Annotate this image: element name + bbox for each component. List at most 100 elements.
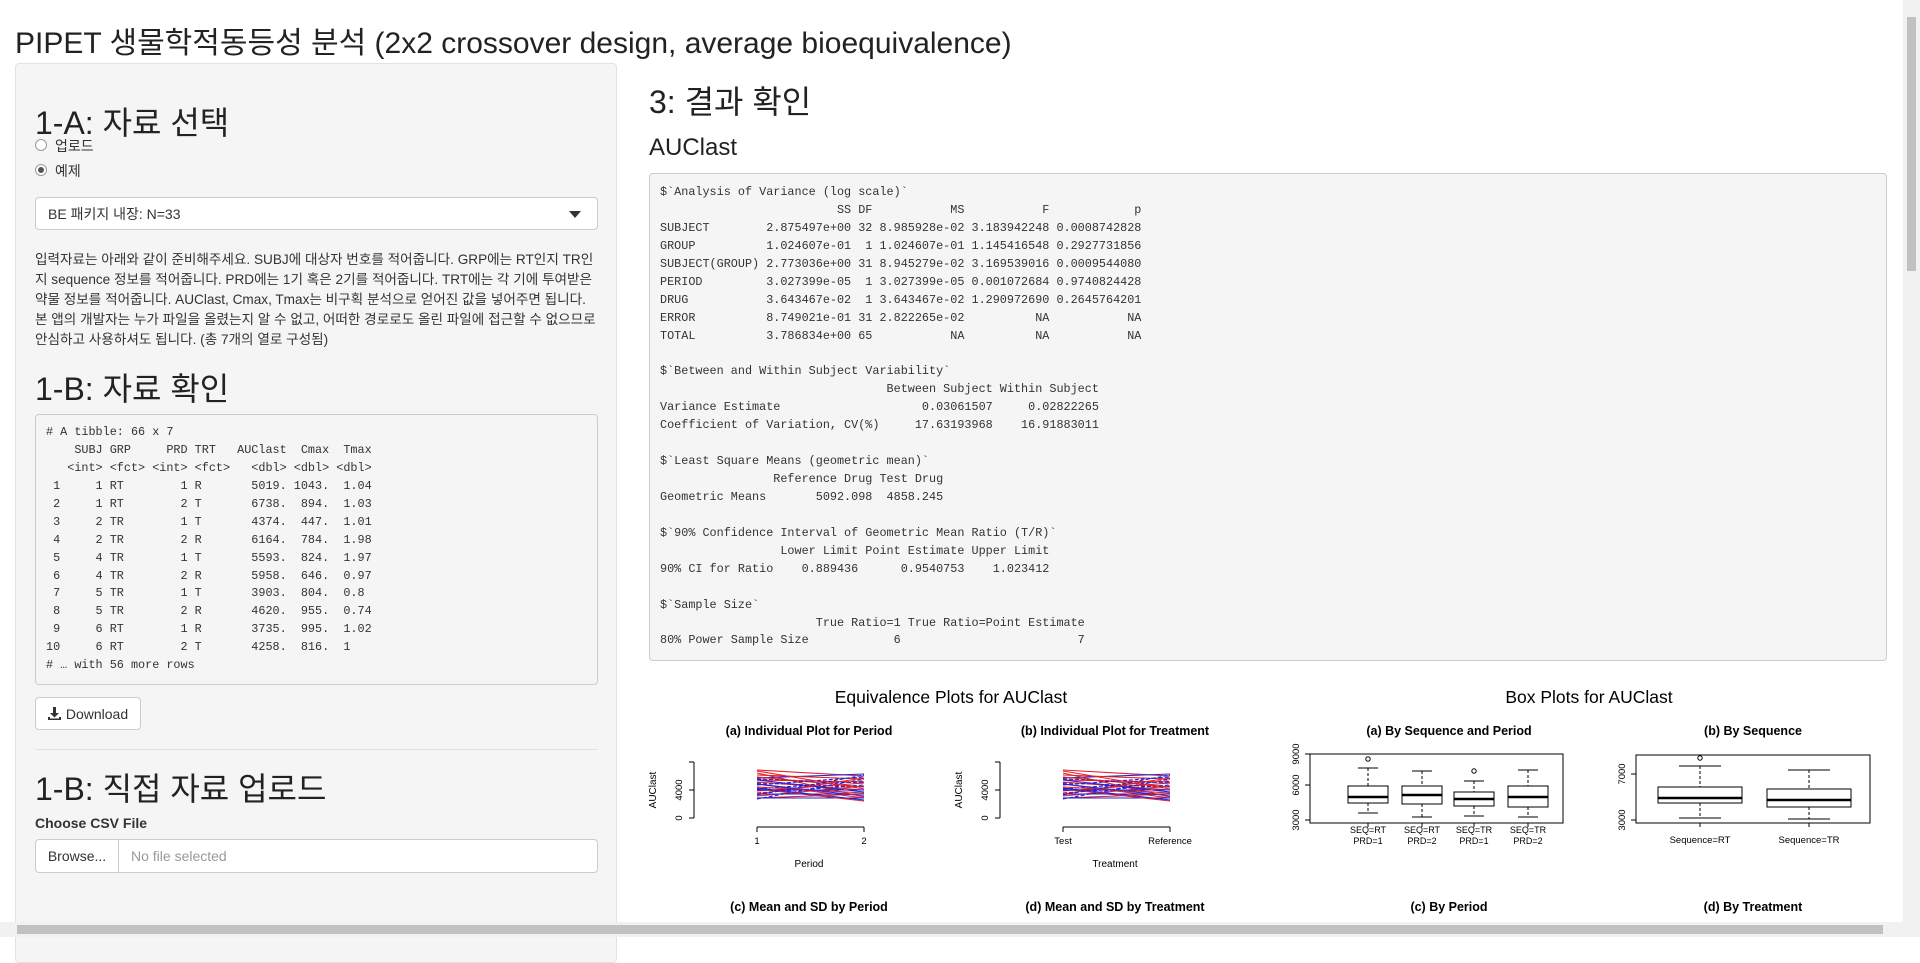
box [1347,785,1389,804]
y-tick-label: 0 [674,815,685,820]
subject-line [756,779,865,783]
radio-label[interactable]: 예제 [55,163,81,179]
output-line: Reference Drug Test Drug [660,472,944,486]
preview-line: 7 5 TR 1 T 3903. 804. 0.8 [46,586,365,601]
y-tick-label: 9000 [1291,743,1302,764]
vertical-scrollbar[interactable] [1903,0,1920,922]
preview-line: 8 5 TR 2 R 4620. 955. 0.74 [46,604,372,619]
download-button[interactable]: Download [35,697,141,730]
y-tick-label: 4000 [980,779,991,800]
y-tick-label: 0 [980,815,991,820]
select-value: BE 패키지 내장: N=33 [48,205,181,222]
x-tick-label: PRD=1 [1353,836,1382,846]
subject-line [756,778,865,800]
x-tick-label: Sequence=RT [1670,835,1731,846]
scroll-thumb[interactable] [17,925,1883,934]
radio-upload[interactable] [35,139,47,151]
subject-line [756,774,865,796]
x-tick-label: Reference [1148,836,1192,847]
plot-group-title: Box Plots for AUClast [1505,687,1672,707]
y-axis-label: AUClast [954,771,965,808]
x-tick-label: PRD=2 [1407,836,1436,846]
preview-line: # A tibble: 66 x 7 [46,425,174,439]
box [1657,786,1743,804]
panel-title: (d) Mean and SD by Treatment [1025,900,1205,914]
output-line: Geometric Means 5092.098 4858.245 [660,489,944,504]
y-tick-label: 6000 [1291,774,1302,795]
radio-label[interactable]: 업로드 [55,138,94,154]
subject-line [756,793,865,799]
output-line: Coefficient of Variation, CV(%) 17.63193… [660,418,1099,433]
subject-line [1062,776,1171,788]
output-line: TOTAL 3.786834e+00 65 NA NA NA [660,328,1142,343]
x-tick-label: SEQ=TR [1510,825,1547,835]
plot-area: Equivalence Plots for AUClast (a) Individ… [648,687,1871,914]
panel-title: (b) Individual Plot for Treatment [1021,724,1210,738]
x-tick-label: Sequence=TR [1779,835,1840,846]
output-line: 80% Power Sample Size 6 7 [660,633,1085,648]
x-tick-label: PRD=2 [1513,836,1542,846]
divider [35,749,598,750]
panel-title: (b) By Sequence [1704,724,1802,738]
x-tick-label: 2 [861,836,866,847]
file-label: Choose CSV File [35,815,148,831]
subject-line [1062,778,1171,800]
preview-line: 4 2 TR 2 R 6164. 784. 1.98 [46,532,372,547]
section-title: 1-B: 자료 확인 [35,371,230,407]
output-line: $`Between and Within Subject Variability… [660,364,951,379]
subject-line [1062,793,1171,799]
panel-title: (c) By Period [1410,900,1487,914]
y-tick-label: 3000 [1617,809,1628,830]
results-title: 3: 결과 확인 [649,84,812,120]
outlier [1471,768,1477,774]
plot-frame [1635,754,1871,824]
x-tick-label: PRD=1 [1459,836,1488,846]
scroll-thumb[interactable] [1907,17,1916,271]
instructions: 입력자료는 아래와 같이 준비해주세요. SUBJ에 대상자 번호를 적어줍니다… [35,252,596,347]
preview-line: 1 1 RT 1 R 5019. 1043. 1.04 [46,478,372,493]
horizontal-scrollbar[interactable] [0,922,1920,937]
file-name-input[interactable]: No file selected [118,839,598,873]
y-tick-label: 7000 [1617,763,1628,784]
preview-line: 2 1 RT 2 T 6738. 894. 1.03 [46,496,372,511]
preview-line: 9 6 RT 1 R 3735. 995. 1.02 [46,622,372,637]
output-line: $`Analysis of Variance (log scale)` [660,185,908,199]
y-axis-label: AUClast [648,771,659,808]
output-line: $`Least Square Means (geometric mean)` [660,454,930,469]
preview-line: 10 6 RT 2 T 4258. 816. 1 [46,640,351,655]
data-preview: # A tibble: 66 x 7 SUBJ GRP PRD TRT AUCl… [35,414,598,685]
panel-title: (a) By Sequence and Period [1366,724,1531,738]
output-line: GROUP 1.024607e-01 1 1.024607e-01 1.1454… [660,238,1142,253]
download-icon [47,707,61,720]
output-line: True Ratio=1 True Ratio=Point Estimate [660,615,1085,630]
x-tick-label: SEQ=RT [1404,825,1441,835]
analysis-output: $`Analysis of Variance (log scale)` SS D… [649,173,1887,661]
x-tick-label: SEQ=TR [1456,825,1493,835]
y-tick-label: 3000 [1291,809,1302,830]
radio-example[interactable] [35,164,47,176]
dropdown-caret [569,211,581,218]
output-line: Variance Estimate 0.03061507 0.02822265 [660,400,1099,415]
browse-button[interactable]: Browse... [35,839,119,873]
subject-line [1062,779,1171,783]
preview-line: 3 2 TR 1 T 4374. 447. 1.01 [46,514,372,529]
page-title: PIPET 생물학적동등성 분석 (2x2 crossover design, … [15,27,1012,60]
x-tick-label: Test [1054,836,1072,847]
dataset-select[interactable]: BE 패키지 내장: N=33 [35,197,598,230]
section-title: 1-A: 자료 선택 [35,105,230,141]
output-line: SS DF MS F p [660,202,1142,217]
output-line: PERIOD 3.027399e-05 1 3.027399e-05 0.001… [660,274,1142,289]
subject-line [1062,774,1171,796]
subject-line [756,770,865,790]
panel-title: (d) By Treatment [1704,900,1803,914]
x-axis-label: Treatment [1092,859,1137,870]
output-line: ERROR 8.749021e-01 31 2.822265e-02 NA NA [660,310,1142,325]
preview-line: # … with 56 more rows [46,658,195,673]
output-line: $`Sample Size` [660,597,760,612]
preview-line: <int> <fct> <int> <fct> <dbl> <dbl> <dbl… [46,460,372,475]
subject-line [1062,770,1171,790]
output-line: SUBJECT 2.875497e+00 32 8.985928e-02 3.1… [660,220,1142,235]
subject-line [756,776,865,788]
section-title: 1-B: 직접 자료 업로드 [35,771,327,807]
